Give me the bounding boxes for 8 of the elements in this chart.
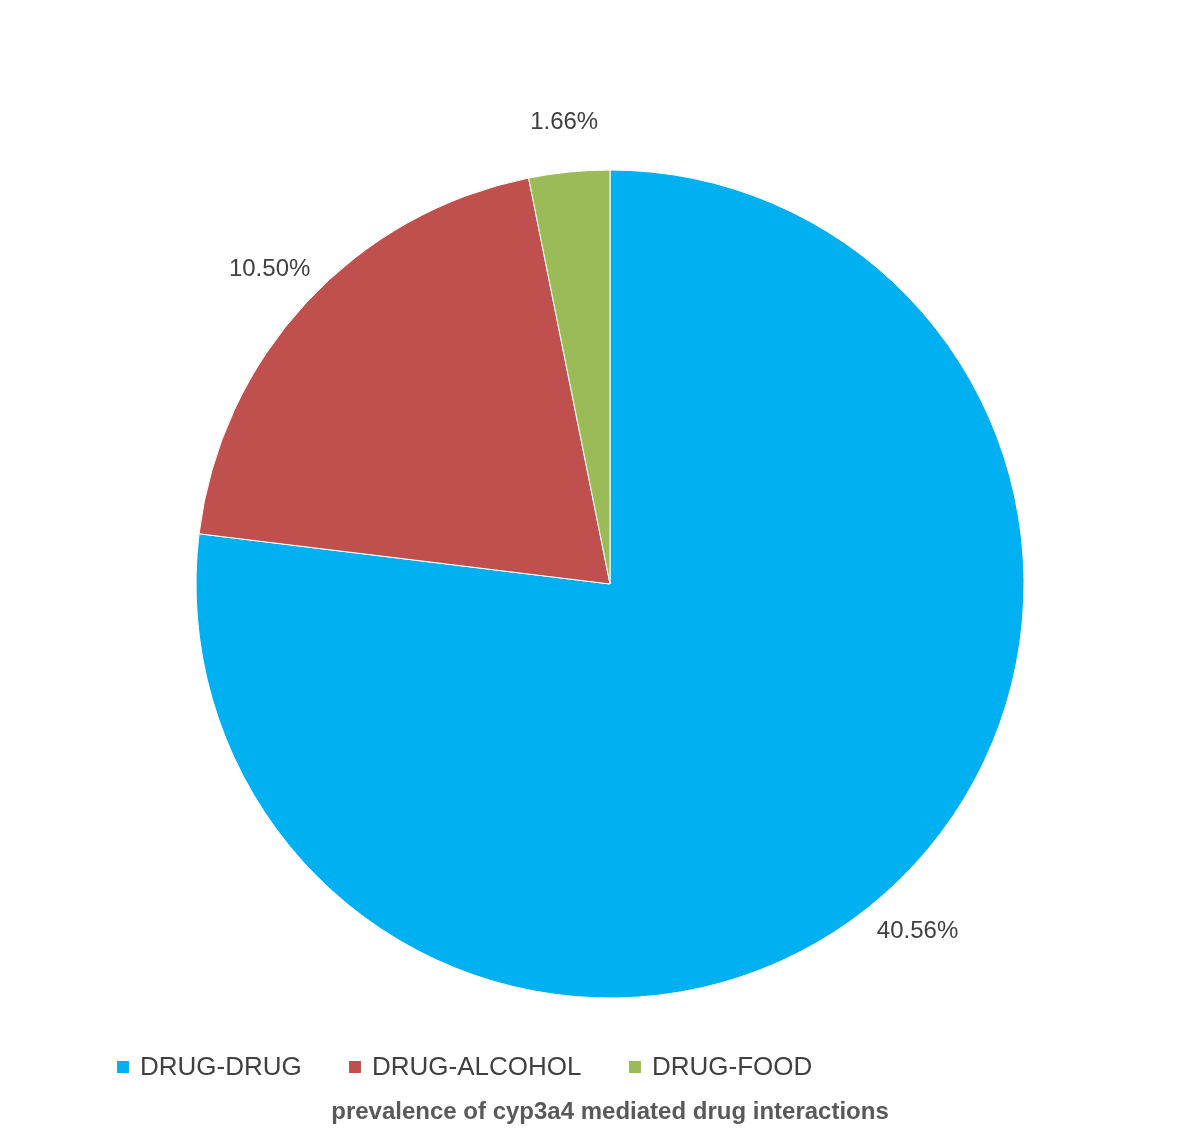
legend-label: DRUG-ALCOHOL	[372, 1051, 582, 1081]
text: prevalence of cyp3a4 mediated drug interactions	[331, 1097, 889, 1124]
data-label: 1.66%	[530, 107, 599, 135]
legend-label: DRUG-FOOD	[652, 1051, 813, 1081]
data-label: 40.56%	[876, 916, 959, 944]
pie-slice	[195, 169, 1025, 999]
data-label: 10.50%	[228, 253, 311, 281]
legend-label: DRUG-DRUG	[140, 1051, 302, 1081]
